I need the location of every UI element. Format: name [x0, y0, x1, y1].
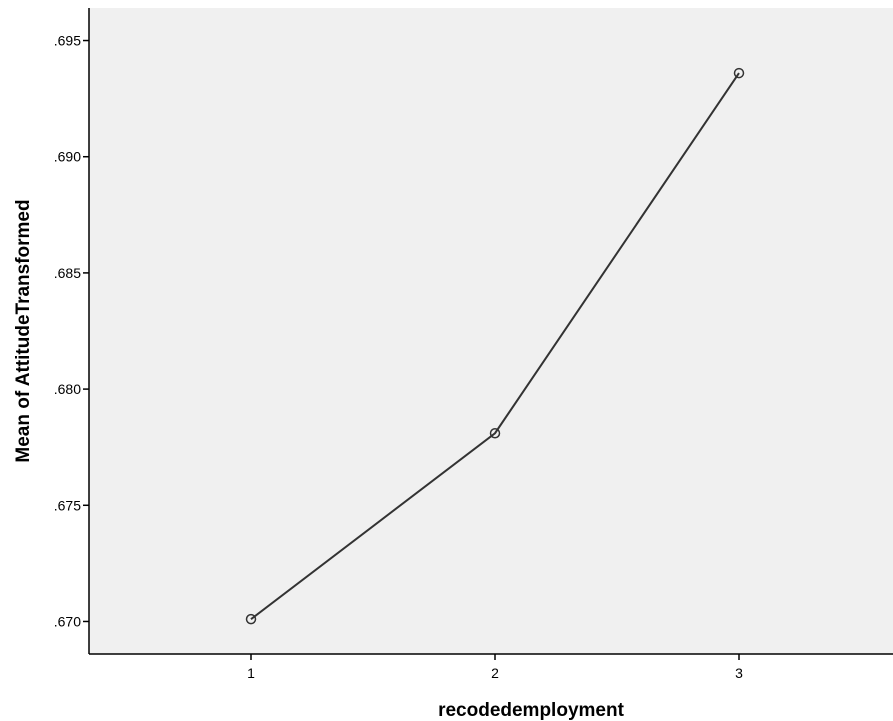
x-tick-label: 2: [491, 665, 499, 681]
y-tick-label: .690: [54, 149, 81, 165]
data-point: [245, 613, 257, 625]
x-tick-label: 1: [247, 665, 255, 681]
x-axis: 1 2 3: [89, 653, 893, 681]
y-axis-title: Mean of AttitudeTransformed: [13, 199, 34, 462]
series-line: [250, 72, 740, 620]
data-point: [733, 67, 745, 79]
plot-area: [89, 8, 893, 654]
y-tick-label: .695: [54, 33, 81, 49]
y-tick-label: .680: [54, 381, 81, 397]
y-axis: .670 .675 .680 .685 .690 .695: [54, 8, 90, 654]
series-layer: [245, 67, 745, 625]
x-axis-title: recodedemployment: [438, 700, 624, 721]
x-tick-label: 3: [735, 665, 743, 681]
y-tick-label: .670: [54, 613, 81, 629]
y-tick-label: .685: [54, 265, 81, 281]
y-tick-label: .675: [54, 497, 81, 513]
data-point: [489, 427, 501, 439]
